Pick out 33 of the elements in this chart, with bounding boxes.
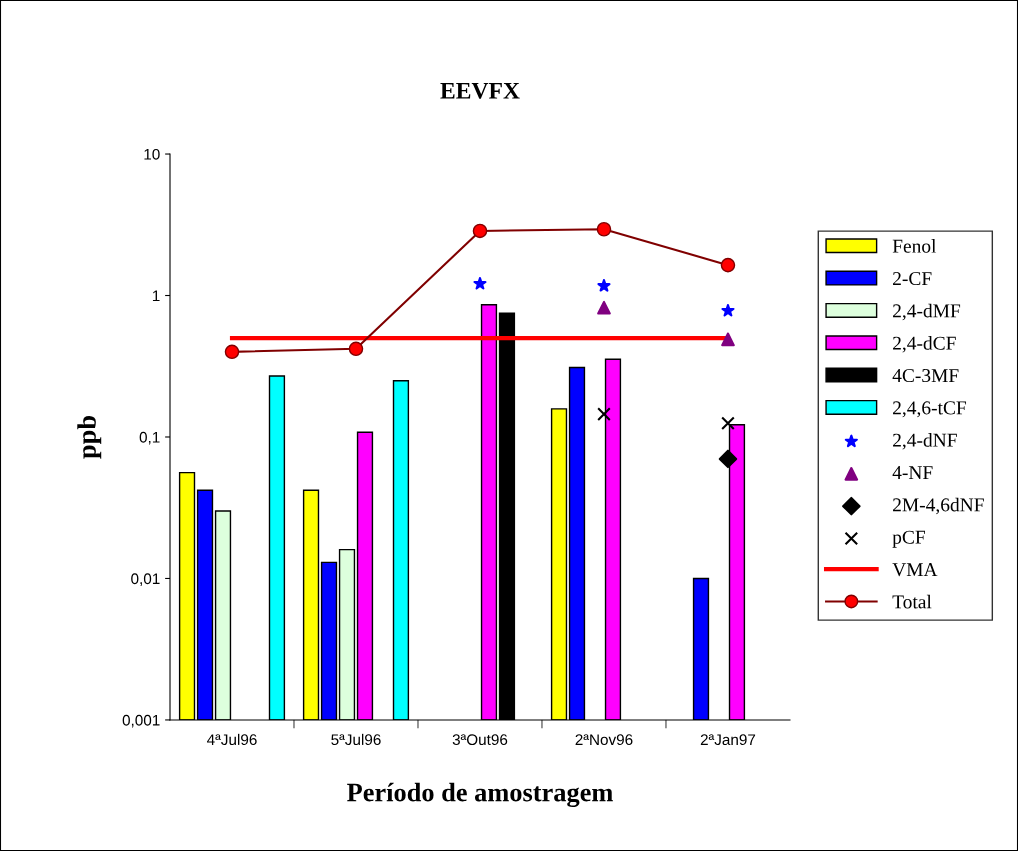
- y-tick-label: 0,1: [139, 431, 160, 445]
- x-axis-title: Período de amostragem: [347, 782, 613, 807]
- x-tick-label: 2ªNov96: [575, 734, 633, 746]
- x-tick-label: 4ªJul96: [207, 733, 257, 746]
- y-tick-label: 0,01: [131, 573, 160, 586]
- legend-label: Fenol: [892, 239, 937, 253]
- point: [597, 407, 611, 422]
- point: [721, 416, 735, 431]
- y-tick-label: 0,001: [122, 714, 160, 728]
- legend-label: 2,4-dMF: [893, 303, 961, 321]
- y-axis-title: ppb: [77, 416, 102, 459]
- x-tick-label: 3ªOut96: [452, 734, 508, 746]
- point: [718, 449, 738, 469]
- point: [721, 332, 735, 347]
- point: [721, 303, 735, 317]
- legend-label: 2-CF: [893, 272, 932, 286]
- point: [597, 300, 611, 315]
- x-tick-label: 5ªJul96: [331, 733, 381, 746]
- legend-label: 2M-4,6dNF: [893, 497, 984, 515]
- point: [597, 279, 611, 292]
- y-tick-label: 1: [152, 290, 160, 302]
- legend-label: VMA: [892, 563, 938, 577]
- legend-label: 4-NF: [892, 466, 933, 479]
- legend-label: 2,4,6-tCF: [893, 401, 967, 418]
- y-tick-label: 10: [144, 148, 160, 160]
- legend-label: 2,4-dCF: [893, 336, 956, 353]
- legend-label: 4C-3MF: [892, 369, 959, 383]
- legend-label: Total: [892, 594, 932, 609]
- x-tick-label: 2ªJan97: [700, 734, 756, 746]
- chart-title: EEVFX: [440, 83, 520, 99]
- legend-label: 2,4-dNF: [893, 433, 957, 450]
- legend-label: pCF: [892, 530, 925, 548]
- point: [473, 276, 487, 290]
